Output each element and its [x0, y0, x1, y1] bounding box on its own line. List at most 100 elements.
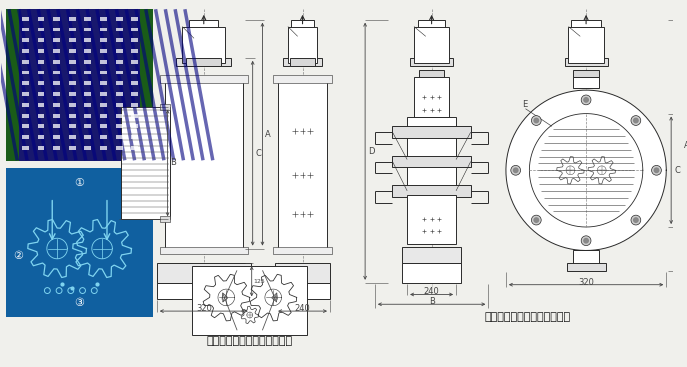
- Circle shape: [532, 116, 541, 126]
- Bar: [53, 17, 60, 21]
- Circle shape: [633, 117, 639, 123]
- Bar: [131, 114, 138, 117]
- Text: 320: 320: [196, 304, 212, 313]
- Bar: [22, 146, 29, 150]
- Bar: [116, 70, 123, 75]
- Bar: [69, 38, 76, 42]
- Bar: [414, 26, 449, 63]
- Bar: [85, 81, 91, 85]
- Bar: [22, 92, 29, 96]
- Bar: [69, 28, 76, 32]
- Bar: [22, 28, 29, 32]
- Bar: [414, 77, 449, 117]
- Text: A: A: [265, 130, 271, 139]
- Bar: [38, 60, 45, 64]
- Bar: [177, 58, 231, 66]
- Bar: [131, 17, 138, 21]
- Bar: [85, 135, 91, 139]
- Bar: [38, 135, 45, 139]
- Bar: [574, 77, 599, 88]
- Bar: [69, 146, 76, 150]
- Bar: [38, 17, 45, 21]
- Bar: [100, 70, 107, 75]
- Bar: [38, 81, 45, 85]
- Bar: [53, 124, 60, 128]
- Bar: [100, 103, 107, 107]
- Bar: [116, 103, 123, 107]
- Bar: [85, 92, 91, 96]
- Bar: [186, 58, 221, 66]
- Bar: [100, 135, 107, 139]
- Bar: [22, 135, 29, 139]
- Circle shape: [651, 166, 662, 175]
- Bar: [116, 38, 123, 42]
- Bar: [192, 266, 307, 335]
- Bar: [407, 117, 456, 195]
- Bar: [22, 49, 29, 53]
- Bar: [189, 20, 218, 41]
- Bar: [85, 17, 91, 21]
- Text: ③: ③: [75, 298, 85, 308]
- Bar: [116, 92, 123, 96]
- Bar: [69, 70, 76, 75]
- Text: 管道式安裝粉碎型格柵除污機: 管道式安裝粉碎型格柵除污機: [485, 312, 571, 322]
- Bar: [85, 70, 91, 75]
- Bar: [131, 135, 138, 139]
- Bar: [6, 168, 153, 317]
- Bar: [85, 38, 91, 42]
- Bar: [85, 49, 91, 53]
- Bar: [157, 283, 251, 299]
- Bar: [53, 49, 60, 53]
- Bar: [283, 58, 322, 66]
- Bar: [100, 49, 107, 53]
- Bar: [69, 49, 76, 53]
- Circle shape: [506, 90, 666, 250]
- Bar: [418, 20, 445, 41]
- Bar: [100, 28, 107, 32]
- Circle shape: [581, 95, 591, 105]
- Text: E: E: [523, 100, 528, 109]
- Point: [91, 281, 102, 287]
- Circle shape: [581, 236, 591, 246]
- Bar: [22, 124, 29, 128]
- Bar: [116, 81, 123, 85]
- Bar: [100, 124, 107, 128]
- Bar: [100, 114, 107, 117]
- Bar: [419, 70, 444, 77]
- Bar: [116, 135, 123, 139]
- Bar: [69, 17, 76, 21]
- Bar: [291, 20, 314, 41]
- Bar: [131, 103, 138, 107]
- Bar: [160, 216, 170, 222]
- Text: 125: 125: [254, 279, 265, 284]
- Bar: [69, 114, 76, 117]
- Text: B: B: [170, 159, 177, 167]
- Bar: [116, 124, 123, 128]
- Point: [56, 281, 67, 287]
- Bar: [53, 70, 60, 75]
- Bar: [182, 26, 225, 63]
- Circle shape: [533, 217, 539, 223]
- Circle shape: [533, 117, 539, 123]
- Bar: [574, 250, 599, 265]
- Bar: [407, 195, 456, 244]
- Bar: [22, 60, 29, 64]
- Bar: [53, 114, 60, 117]
- Bar: [38, 92, 45, 96]
- Bar: [38, 38, 45, 42]
- Bar: [572, 20, 600, 41]
- Bar: [100, 81, 107, 85]
- Circle shape: [631, 215, 641, 225]
- Bar: [116, 146, 123, 150]
- Bar: [53, 135, 60, 139]
- Text: 320: 320: [578, 278, 594, 287]
- Bar: [53, 38, 60, 42]
- Bar: [140, 9, 153, 160]
- Bar: [290, 58, 315, 66]
- Bar: [160, 104, 170, 110]
- Bar: [85, 103, 91, 107]
- Bar: [53, 60, 60, 64]
- Circle shape: [583, 97, 589, 103]
- Bar: [85, 60, 91, 64]
- Circle shape: [513, 167, 519, 173]
